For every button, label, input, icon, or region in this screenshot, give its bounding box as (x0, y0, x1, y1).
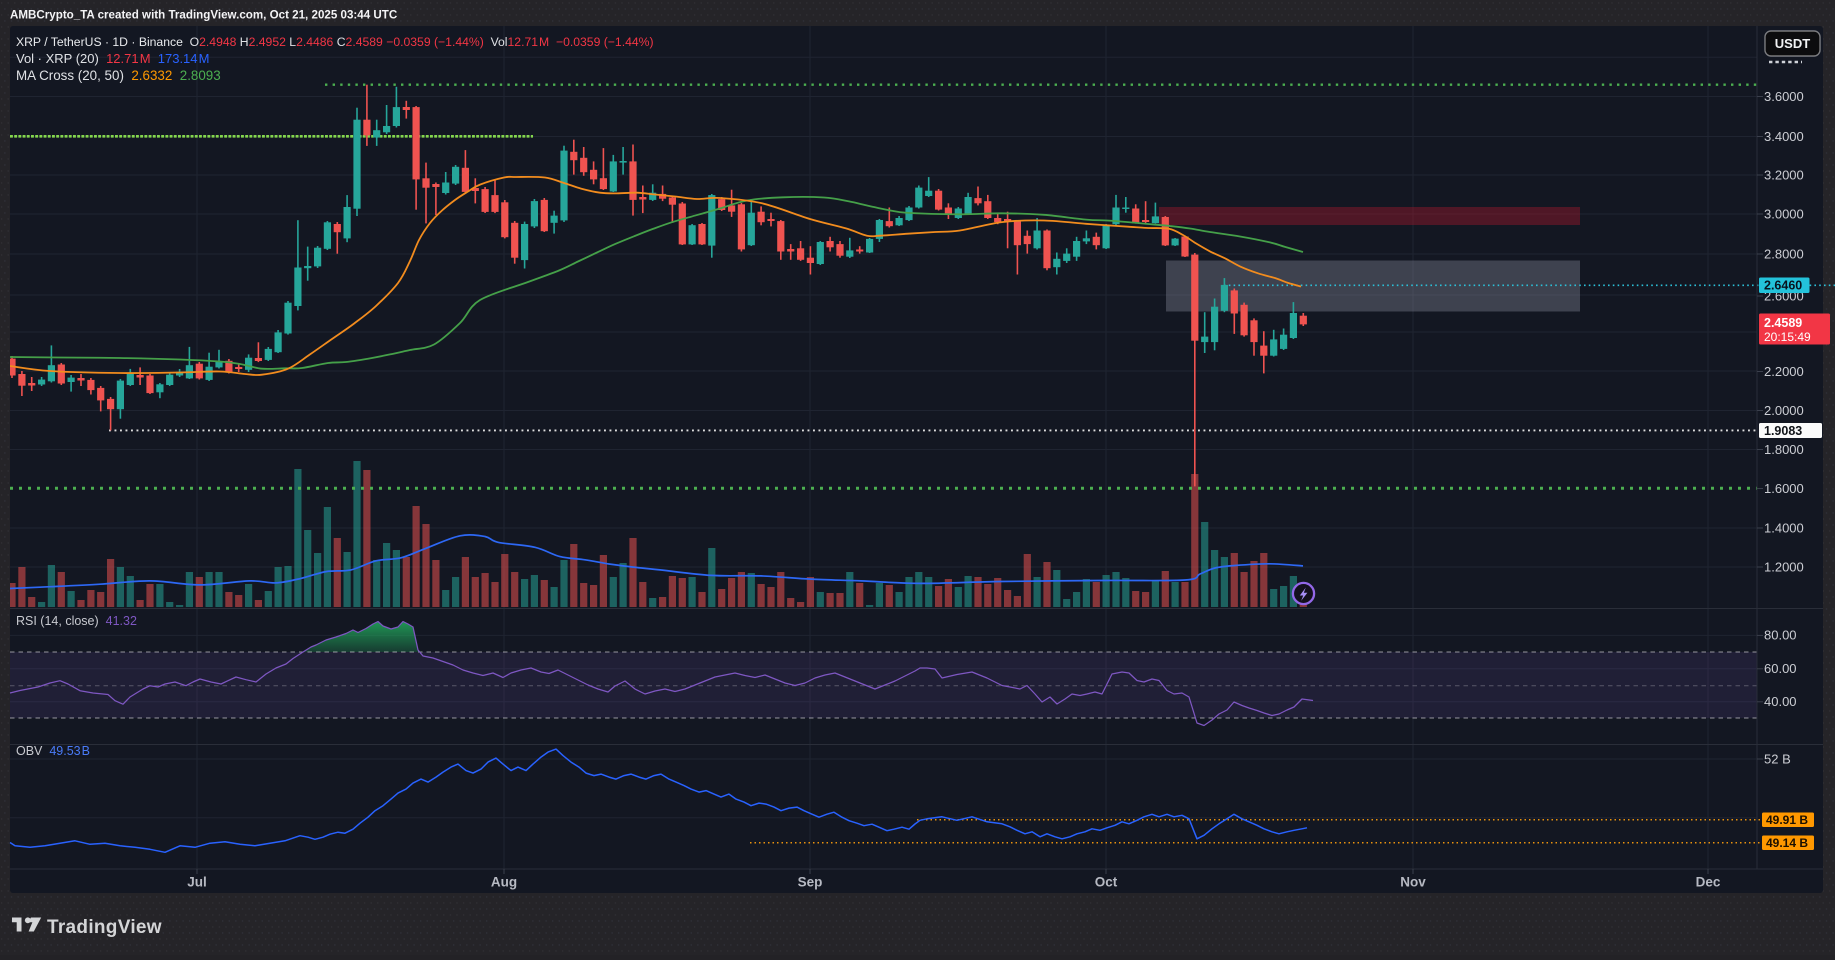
svg-text:1.9083: 1.9083 (1764, 424, 1802, 438)
svg-text:Vol · XRP (20) 12.71 M 173.1: Vol · XRP (20) 12.71 M 173.14 M (16, 51, 209, 66)
svg-text:2.4589: 2.4589 (1764, 316, 1802, 330)
svg-text:3.0000: 3.0000 (1764, 206, 1804, 221)
svg-text:1.8000: 1.8000 (1764, 442, 1804, 457)
svg-text:3.4000: 3.4000 (1764, 129, 1804, 144)
svg-text:Sep: Sep (798, 875, 823, 890)
svg-text:RSI (14, close) 41.32: RSI (14, close) 41.32 (16, 614, 137, 628)
svg-text:AMBCrypto_TA created with Trad: AMBCrypto_TA created with TradingView.co… (10, 9, 398, 22)
svg-text:Oct: Oct (1095, 875, 1118, 890)
svg-text:2.6460: 2.6460 (1764, 279, 1802, 293)
svg-text:2.8000: 2.8000 (1764, 246, 1804, 261)
svg-text:49.14 B: 49.14 B (1766, 836, 1808, 850)
svg-text:20:15:49: 20:15:49 (1764, 330, 1811, 344)
svg-text:2.0000: 2.0000 (1764, 403, 1804, 418)
svg-text:52 B: 52 B (1764, 751, 1791, 766)
svg-text:3.6000: 3.6000 (1764, 89, 1804, 104)
svg-text:1.2000: 1.2000 (1764, 559, 1804, 574)
svg-text:OBV 49.53 B: OBV 49.53 B (16, 744, 90, 758)
svg-text:40.00: 40.00 (1764, 694, 1797, 709)
svg-text:Aug: Aug (491, 875, 517, 890)
svg-text:2.2000: 2.2000 (1764, 364, 1804, 379)
svg-text:XRP / TetherUS · 1D · Binance: XRP / TetherUS · 1D · Binance O2.4948 H2… (16, 35, 654, 49)
svg-text:USDT: USDT (1775, 36, 1810, 51)
svg-text:49.91 B: 49.91 B (1766, 813, 1808, 827)
svg-text:80.00: 80.00 (1764, 628, 1797, 643)
svg-text:TradingView: TradingView (47, 917, 162, 938)
svg-text:MA Cross (20, 50) 2.6332 2.8: MA Cross (20, 50) 2.6332 2.8093 (16, 68, 221, 83)
svg-text:Jul: Jul (187, 875, 207, 890)
svg-text:Dec: Dec (1696, 875, 1721, 890)
svg-text:3.2000: 3.2000 (1764, 167, 1804, 182)
svg-text:Nov: Nov (1400, 875, 1426, 890)
svg-text:60.00: 60.00 (1764, 661, 1797, 676)
svg-text:1.6000: 1.6000 (1764, 481, 1804, 496)
svg-text:1.4000: 1.4000 (1764, 520, 1804, 535)
